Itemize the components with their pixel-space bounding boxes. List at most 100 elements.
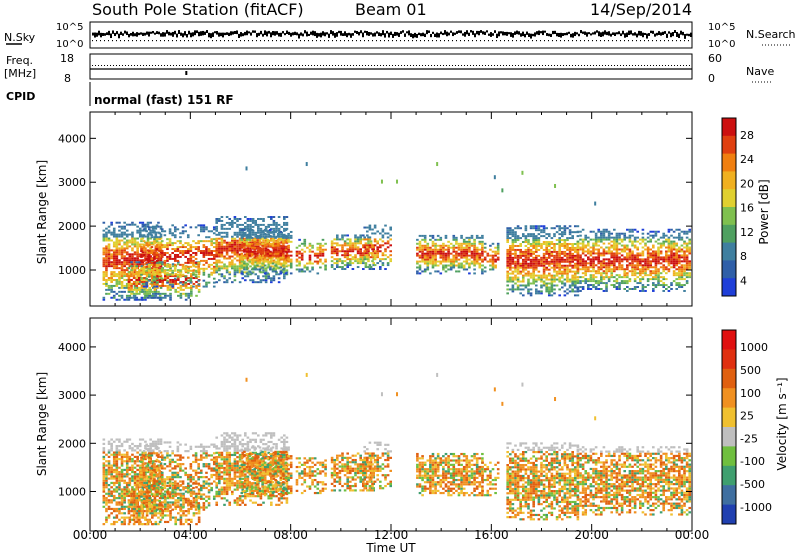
heatmap-cell: [215, 220, 218, 222]
heatmap-cell: [481, 237, 484, 239]
heatmap-cell: [298, 270, 301, 272]
heatmap-cell: [161, 268, 164, 270]
heatmap-cell: [548, 279, 551, 281]
heatmap-cell: [151, 297, 154, 299]
nsky-bar: [94, 33, 96, 38]
heatmap-cell: [590, 247, 593, 249]
heatmap-cell: [267, 243, 270, 245]
heatmap-cell: [545, 245, 548, 247]
heatmap-cell: [344, 256, 347, 258]
heatmap-cell: [473, 257, 476, 259]
heatmap-cell: [590, 284, 593, 286]
nsky-bar: [416, 34, 418, 38]
heatmap-cell: [185, 293, 188, 295]
nsky-bar: [542, 31, 544, 35]
nave-dot: [212, 65, 213, 66]
heatmap-cell: [136, 263, 139, 265]
heatmap-cell: [108, 253, 111, 255]
heatmap-cell: [551, 255, 554, 257]
heatmap-cell: [636, 241, 639, 243]
heatmap-cell: [169, 264, 172, 266]
heatmap-cell: [110, 285, 113, 287]
heatmap-cell: [556, 255, 559, 257]
heatmap-cell: [131, 259, 134, 261]
heatmap-cell: [497, 247, 500, 249]
heatmap-cell: [210, 254, 213, 256]
heatmap-cell: [259, 270, 262, 272]
heatmap-cell: [530, 292, 533, 294]
heatmap-cell: [184, 266, 187, 268]
heatmap-cell: [579, 239, 582, 241]
heatmap-cell: [221, 261, 224, 263]
heatmap-cell: [673, 258, 676, 260]
heatmap-cell: [569, 261, 572, 263]
heatmap-cell: [476, 263, 479, 265]
heatmap-cell: [424, 245, 427, 247]
heatmap-cell: [665, 254, 668, 256]
heatmap-cell: [251, 229, 254, 231]
heatmap-cell: [543, 241, 546, 243]
heatmap-cell: [662, 284, 665, 286]
heatmap-cell: [248, 233, 251, 235]
heatmap-cell: [264, 229, 267, 231]
heatmap-cell: [590, 262, 593, 264]
heatmap-cell: [652, 247, 655, 249]
nsky-bar: [176, 34, 178, 38]
heatmap-cell: [273, 228, 276, 230]
heatmap-cell: [631, 258, 634, 260]
heatmap-cell: [540, 265, 543, 267]
heatmap-cell: [303, 251, 306, 253]
heatmap-cell: [384, 242, 387, 244]
heatmap-cell: [277, 253, 280, 255]
heatmap-cell: [450, 263, 453, 265]
heatmap-cell: [228, 250, 231, 252]
heatmap-cell: [205, 240, 208, 242]
heatmap-cell: [497, 245, 500, 247]
heatmap-cell: [213, 238, 216, 240]
heatmap-cell: [551, 237, 554, 239]
heatmap-cell: [597, 268, 600, 270]
heatmap-cell: [579, 268, 582, 270]
heatmap-cell: [484, 251, 487, 253]
nsky-bar: [284, 33, 286, 35]
heatmap-cell: [301, 253, 304, 255]
heatmap-cell: [136, 238, 139, 240]
heatmap-cell: [642, 264, 645, 266]
heatmap-cell: [195, 266, 198, 268]
heatmap-cell: [301, 243, 304, 245]
heatmap-cell: [577, 245, 580, 247]
heatmap-cell: [190, 258, 193, 260]
heatmap-cell: [571, 277, 574, 279]
heatmap-cell: [155, 293, 158, 295]
heatmap-cell: [275, 226, 278, 228]
heatmap-cell: [582, 262, 585, 264]
heatmap-cell: [354, 256, 357, 258]
heatmap-cell: [657, 284, 660, 286]
heatmap-cell: [621, 268, 624, 270]
heatmap-cell: [166, 244, 169, 246]
nave-dot: [617, 65, 618, 66]
heatmap-cell: [558, 271, 561, 273]
heatmap-cell: [569, 257, 572, 259]
heatmap-cell: [657, 280, 660, 282]
heatmap-cell: [675, 260, 678, 262]
heatmap-cell: [587, 268, 590, 270]
nave-dot: [635, 65, 636, 66]
heatmap-cell: [167, 287, 170, 289]
nsky-bar: [232, 31, 234, 34]
heatmap-cell: [452, 247, 455, 249]
heatmap-cell: [660, 266, 663, 268]
heatmap-cell: [171, 252, 174, 254]
heatmap-cell: [655, 254, 658, 256]
heatmap-cell: [133, 295, 136, 297]
nsky-bar: [242, 33, 244, 36]
heatmap-cell: [673, 254, 676, 256]
heatmap-cell: [514, 255, 517, 257]
nave-dot: [242, 65, 243, 66]
heatmap-cell: [103, 230, 106, 232]
heatmap-cell: [274, 270, 277, 272]
heatmap-cell: [514, 283, 517, 285]
heatmap-cell: [254, 222, 257, 224]
heatmap-cell: [447, 259, 450, 261]
heatmap-cell: [631, 260, 634, 262]
